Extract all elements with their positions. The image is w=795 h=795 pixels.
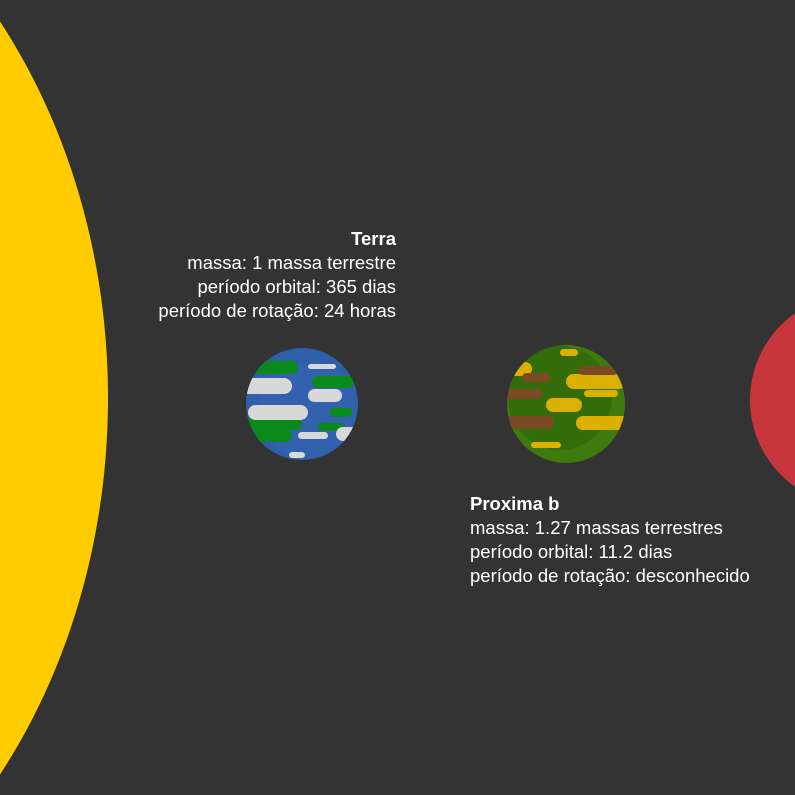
red-star (750, 313, 795, 487)
earth-info: Terra massa: 1 massa terrestre período o… (158, 227, 396, 323)
earth-name: Terra (351, 228, 396, 249)
earth-rotation-period: período de rotação: 24 horas (158, 300, 396, 321)
earth-planet (246, 348, 358, 460)
proxima-b-info: Proxima b massa: 1.27 massas terrestres … (470, 492, 750, 588)
proxima-b-name: Proxima b (470, 493, 560, 514)
earth-orbital-period: período orbital: 365 dias (197, 276, 397, 297)
proxima-b-orbital-period: período orbital: 11.2 dias (470, 541, 673, 562)
earth-mass: massa: 1 massa terrestre (187, 252, 396, 273)
proxima-b-rotation-period: período de rotação: desconhecido (470, 565, 750, 586)
proxima-b-planet (507, 345, 625, 463)
sun (0, 21, 108, 775)
proxima-b-mass: massa: 1.27 massas terrestres (470, 517, 723, 538)
